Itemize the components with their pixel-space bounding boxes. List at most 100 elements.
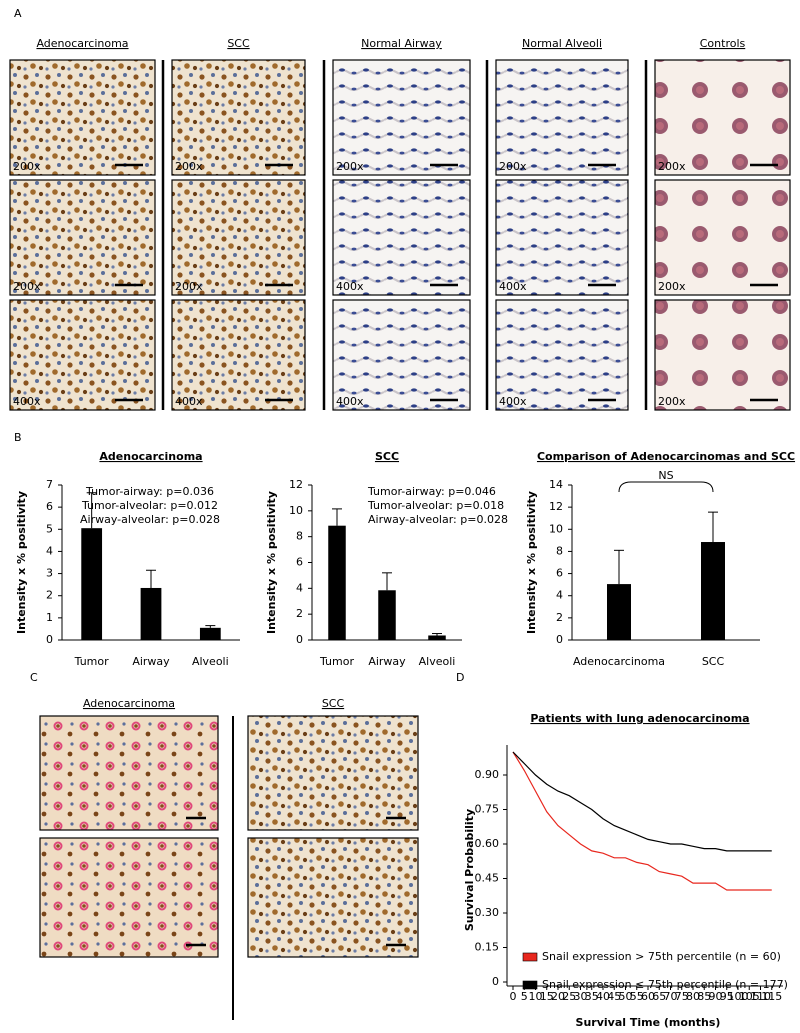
x-tick-label: Airway	[368, 655, 406, 668]
bar	[378, 590, 396, 640]
panel-label: D	[456, 671, 464, 684]
bar	[140, 587, 162, 640]
y-tick-label: 0	[492, 975, 499, 988]
magnification: 200x	[658, 160, 686, 173]
x-tick-label: 100	[728, 990, 749, 1003]
y-tick-label: 0.30	[475, 906, 500, 919]
y-tick-label: 10	[549, 522, 563, 535]
y-tick-label: 2	[556, 611, 563, 624]
micrograph	[495, 299, 629, 411]
x-tick-label: 75	[675, 990, 689, 1003]
y-tick-label: 12	[289, 478, 303, 491]
x-tick-label: 5	[521, 990, 528, 1003]
x-tick-label: Tumor	[319, 655, 354, 668]
annotation: Tumor-alveolar: p=0.018	[367, 499, 504, 512]
micrograph	[332, 299, 471, 411]
legend-swatch	[522, 952, 538, 962]
chart-title: Comparison of Adenocarcinomas and SCC	[537, 450, 795, 463]
column-title: SCC	[322, 697, 345, 710]
column-title: SCC	[227, 37, 250, 50]
legend-label: Snail expression > 75th percentile (n = …	[542, 950, 781, 963]
y-tick-label: 2	[46, 589, 53, 602]
bracket	[618, 481, 714, 493]
x-tick-label: Adenocarcinoma	[573, 655, 665, 668]
micrograph	[9, 59, 156, 176]
panel-label: C	[30, 671, 38, 684]
chart-title: Patients with lung adenocarcinoma	[530, 712, 749, 725]
x-tick-label: 90	[709, 990, 723, 1003]
y-axis-label: Survival Probability	[463, 809, 476, 931]
x-tick-label: Alveoli	[419, 655, 456, 668]
x-tick-label: 10	[529, 990, 543, 1003]
y-tick-label: 3	[46, 567, 53, 580]
y-tick-label: 0.15	[475, 941, 500, 954]
y-tick-label: 0	[296, 633, 303, 646]
y-tick-label: 6	[296, 556, 303, 569]
x-tick-label: 70	[664, 990, 678, 1003]
magnification: 200x	[658, 280, 686, 293]
micrograph	[654, 299, 791, 411]
bar	[607, 584, 631, 640]
micrograph	[171, 179, 306, 296]
y-axis-label: Intensity x % positivity	[15, 491, 28, 634]
micrograph	[332, 179, 471, 296]
x-tick-label: SCC	[702, 655, 725, 668]
x-tick-label: Tumor	[74, 655, 109, 668]
annotation: Tumor-airway: p=0.036	[85, 485, 214, 498]
y-tick-label: 1	[46, 611, 53, 624]
magnification: 400x	[499, 395, 527, 408]
x-tick-label: 50	[619, 990, 633, 1003]
bar	[428, 635, 446, 640]
micrograph	[495, 179, 629, 296]
x-tick-label: 45	[607, 990, 621, 1003]
micrograph	[171, 299, 306, 411]
micrograph	[9, 299, 156, 411]
x-tick-label: 20	[551, 990, 565, 1003]
micrograph	[654, 179, 791, 296]
x-tick-label: 80	[686, 990, 700, 1003]
y-axis-label: Intensity x % positivity	[525, 491, 538, 634]
y-tick-label: 0.45	[475, 872, 500, 885]
y-tick-label: 0.60	[475, 837, 500, 850]
magnification: 200x	[658, 395, 686, 408]
x-tick-label: 35	[585, 990, 599, 1003]
x-tick-label: 85	[697, 990, 711, 1003]
y-tick-label: 12	[549, 500, 563, 513]
bar	[701, 542, 725, 640]
legend-swatch	[522, 980, 538, 990]
column-title: Adenocarcinoma	[36, 37, 128, 50]
magnification: 200x	[499, 160, 527, 173]
column-title: Normal Alveoli	[522, 37, 602, 50]
micrograph	[247, 837, 419, 958]
magnification: 400x	[336, 395, 364, 408]
micrograph	[495, 59, 629, 176]
column-title: Adenocarcinoma	[83, 697, 175, 710]
magnification: 200x	[175, 160, 203, 173]
magnification: 400x	[336, 280, 364, 293]
x-tick-label: 105	[739, 990, 760, 1003]
annotation: Airway-alveolar: p=0.028	[368, 513, 508, 526]
magnification: 200x	[13, 160, 41, 173]
magnification: 200x	[336, 160, 364, 173]
y-tick-label: 4	[296, 581, 303, 594]
panel-label: B	[14, 431, 22, 444]
micrograph	[39, 715, 219, 831]
annotation: Tumor-alveolar: p=0.012	[81, 499, 218, 512]
column-title: Normal Airway	[361, 37, 442, 50]
micrograph	[171, 59, 306, 176]
column-title: Controls	[700, 37, 746, 50]
survival-curve	[512, 751, 772, 852]
x-tick-label: 60	[641, 990, 655, 1003]
micrograph	[247, 715, 419, 831]
y-axis-label: Intensity x % positivity	[265, 491, 278, 634]
y-tick-label: 5	[46, 522, 53, 535]
annotation: Airway-alveolar: p=0.028	[80, 513, 220, 526]
panel-label: A	[14, 7, 22, 20]
y-tick-label: 2	[296, 607, 303, 620]
magnification: 200x	[13, 280, 41, 293]
x-tick-label: 15	[540, 990, 554, 1003]
x-axis-label: Survival Time (months)	[576, 1016, 721, 1029]
x-tick-label: 30	[574, 990, 588, 1003]
micrograph	[654, 59, 791, 176]
